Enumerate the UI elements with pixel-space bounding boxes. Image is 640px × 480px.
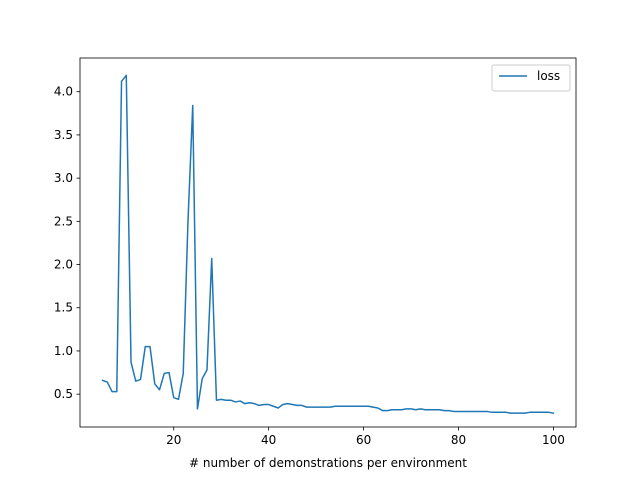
y-tick-label: 4.0 [54, 85, 73, 99]
legend-box [491, 64, 571, 92]
x-tick-label: 20 [166, 433, 181, 447]
x-tick-label: 60 [356, 433, 371, 447]
plot-frame [79, 57, 577, 428]
y-tick-label: 1.0 [54, 344, 73, 358]
series-layer [101, 74, 555, 415]
x-axis-label: # number of demonstrations per environme… [189, 456, 467, 470]
y-tick-label: 3.0 [54, 171, 73, 185]
y-tick-label: 3.5 [54, 128, 73, 142]
y-tick-label: 2.5 [54, 214, 73, 228]
series-line-loss [101, 74, 555, 415]
y-tick-label: 0.5 [54, 387, 73, 401]
y-axis-ticks: 0.5 1.0 1.5 2.0 2.5 3.0 3.5 4.0 [54, 85, 80, 401]
y-tick-label: 2.0 [54, 258, 73, 272]
legend: loss [491, 64, 571, 92]
legend-label: loss [537, 69, 560, 83]
x-tick-label: 80 [451, 433, 466, 447]
x-tick-label: 40 [261, 433, 276, 447]
x-axis-ticks: 20 40 60 80 100 [166, 427, 565, 447]
x-tick-label: 100 [542, 433, 565, 447]
y-tick-label: 1.5 [54, 301, 73, 315]
plot-area [80, 58, 576, 427]
